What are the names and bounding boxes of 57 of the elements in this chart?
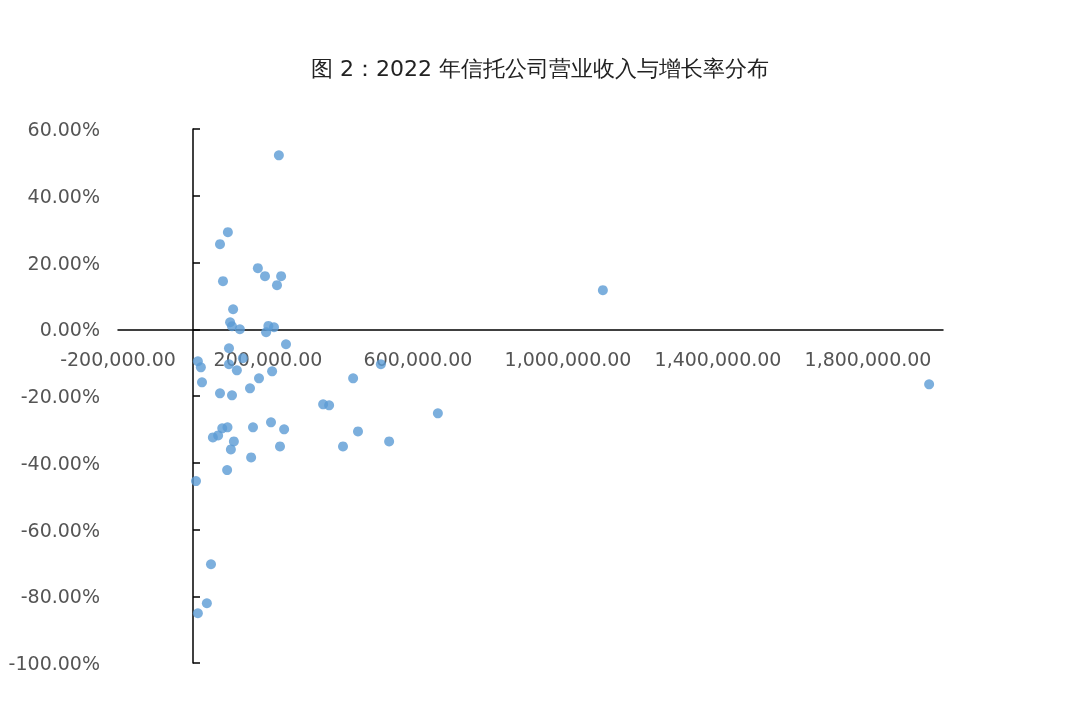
point [254, 373, 264, 384]
point [384, 436, 395, 447]
y-tick-label: -100.00% [8, 652, 100, 674]
point [234, 324, 245, 335]
point [228, 436, 239, 447]
point [324, 400, 335, 411]
point [195, 362, 206, 373]
point [206, 559, 216, 570]
y-tick-label: 20.00% [27, 251, 100, 274]
point [353, 426, 363, 437]
x-tick-label: 1,400,000.00 [654, 347, 782, 370]
point [227, 390, 237, 401]
point [227, 321, 237, 332]
y-tick-label: -60.00% [20, 518, 100, 541]
x-tick-label: 1,000,000.00 [504, 347, 632, 370]
point [197, 377, 207, 388]
y-tick-label: 60.00% [27, 118, 100, 140]
point [276, 271, 287, 282]
point [207, 432, 218, 443]
point [275, 441, 285, 452]
point [218, 276, 228, 287]
point [260, 271, 270, 282]
point [228, 304, 239, 315]
y-tick-label: -20.00% [20, 385, 100, 407]
y-tick-label: -80.00% [20, 585, 100, 608]
point [266, 417, 276, 428]
point [338, 441, 348, 452]
point [225, 444, 236, 455]
x-tick-label: 1,800,000.00 [804, 347, 932, 370]
point [348, 373, 359, 384]
point [215, 388, 225, 399]
point [597, 285, 608, 296]
point [192, 608, 203, 619]
point [222, 422, 233, 433]
point [273, 150, 284, 161]
point [246, 452, 257, 463]
point [269, 322, 279, 333]
chart-title: 图 2：2022 年信托公司营业收入与增长率分布 [311, 55, 769, 81]
point [245, 383, 255, 394]
point [279, 424, 290, 435]
point [261, 327, 272, 338]
x-tick-label: -200,000.00 [60, 347, 176, 370]
y-tick-label: 0.00% [39, 318, 100, 341]
point [222, 227, 233, 238]
x-tick-label: 600,000.00 [363, 347, 473, 370]
point [215, 239, 225, 250]
point [432, 408, 443, 419]
y-tick-label: 40.00% [27, 184, 100, 207]
point [281, 339, 291, 350]
point [272, 280, 282, 291]
point [191, 476, 201, 487]
point [222, 465, 233, 476]
point [201, 598, 212, 609]
point [252, 263, 263, 274]
point [248, 422, 258, 433]
y-tick-label: -40.00% [20, 451, 100, 474]
point [924, 379, 935, 390]
